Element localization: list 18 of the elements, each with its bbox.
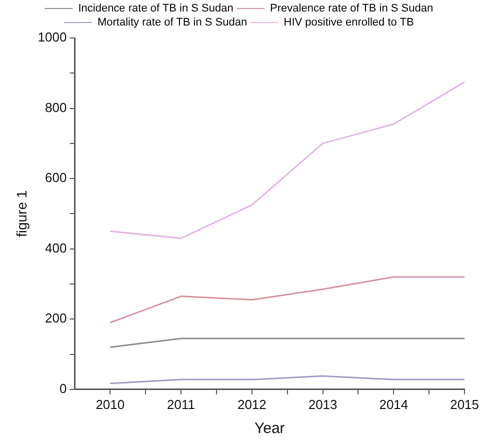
- y-tick-label: 0: [59, 380, 67, 396]
- legend-label: Mortality rate of TB in S Sudan: [97, 16, 248, 29]
- y-tick-label: 400: [45, 240, 67, 256]
- x-tick-label: 2013: [308, 396, 338, 412]
- legend-label: HIV positive enrolled to TB: [284, 16, 414, 29]
- x-tick-label: 2015: [450, 396, 479, 412]
- x-tick-label: 2010: [96, 396, 125, 412]
- x-tick-label: 2011: [167, 396, 196, 412]
- y-tick-label: 1000: [38, 30, 67, 45]
- y-tick-label: 200: [45, 310, 67, 326]
- legend-label: Prevalence rate of TB in S Sudan: [270, 2, 434, 15]
- y-tick-label: 800: [45, 100, 67, 115]
- x-tick-label: 2012: [237, 396, 266, 412]
- x-axis-title: Year: [254, 420, 285, 438]
- y-tick-label: 600: [45, 170, 67, 186]
- y-axis-title: figure 1: [13, 190, 30, 238]
- legend-label: Incidence rate of TB in S Sudan: [78, 2, 234, 15]
- x-tick-label: 2014: [379, 396, 408, 412]
